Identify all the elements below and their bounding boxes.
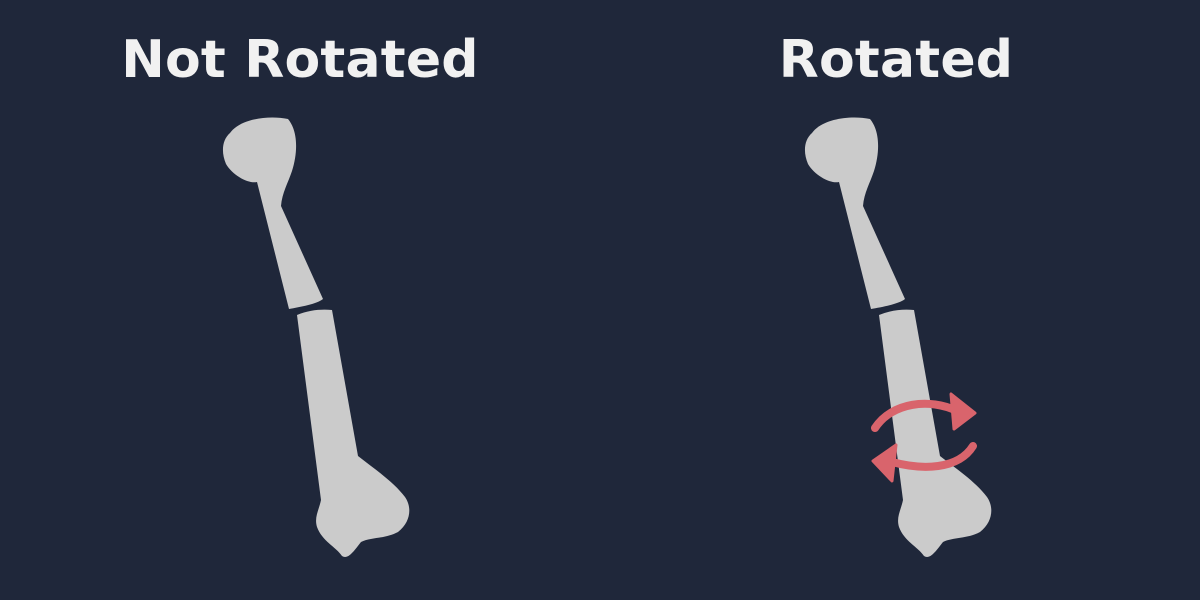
rotation-arrow-upper: [871, 399, 961, 432]
rotated-title: Rotated: [778, 30, 1014, 90]
rotation-arrowhead-upper: [949, 392, 977, 431]
rotation-arrowhead-lower: [871, 443, 898, 483]
lower-bone-fragment: [297, 309, 410, 557]
not-rotated-title: Not Rotated: [121, 30, 479, 90]
upper-bone-fragment: [222, 117, 323, 309]
rotation-arrow-lower: [888, 442, 977, 471]
lower-bone-fragment: [879, 309, 992, 557]
curved-rotation-arrows-icon: [871, 392, 977, 483]
bone-rotated: [804, 117, 992, 557]
bone-not-rotated: [222, 117, 410, 557]
upper-bone-fragment: [804, 117, 905, 309]
